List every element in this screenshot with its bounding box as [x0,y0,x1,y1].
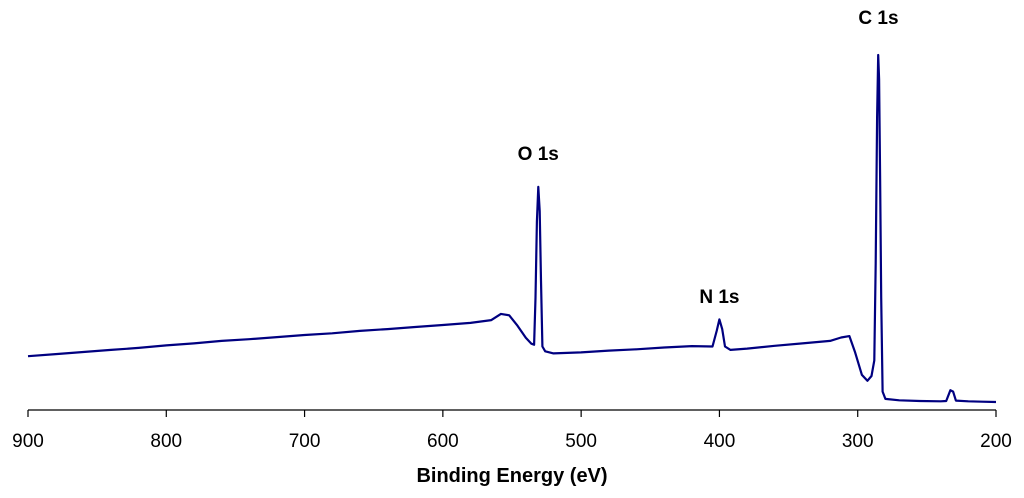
peak-label-n-1s: N 1s [699,287,739,308]
x-tick-label-700: 700 [289,431,321,452]
peak-label-o-1s: O 1s [518,144,559,165]
x-tick-label-400: 400 [704,431,736,452]
peak-annotations: O 1s N 1s C 1s [518,8,899,308]
x-tick-label-200: 200 [980,431,1012,452]
x-tick-label-500: 500 [565,431,597,452]
x-axis-ticks: 900 800 700 600 500 400 300 200 [12,410,1012,452]
x-tick-label-300: 300 [842,431,874,452]
x-axis-title: Binding Energy (eV) [416,465,607,487]
spectrum-line [27,53,997,404]
x-tick-label-600: 600 [427,431,459,452]
peak-label-c-1s: C 1s [858,8,898,29]
x-tick-label-900: 900 [12,431,44,452]
plot-area [27,53,997,404]
x-tick-label-800: 800 [150,431,182,452]
